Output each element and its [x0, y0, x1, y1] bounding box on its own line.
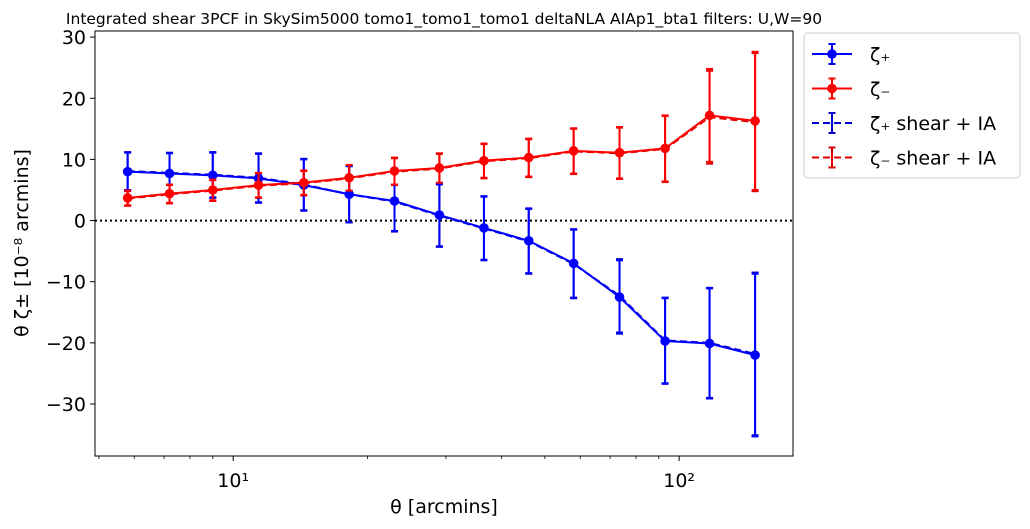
data-point-0-1	[164, 168, 175, 179]
legend-entry-0: ζ₊	[812, 43, 890, 66]
legend-label-0: ζ₊	[870, 44, 890, 66]
data-point-1-11	[614, 147, 625, 158]
data-point-1-8	[479, 155, 489, 166]
data-point-0-14	[750, 350, 760, 360]
series-0	[122, 151, 760, 438]
series-line-3	[127, 116, 756, 200]
data-point-1-9	[523, 152, 534, 163]
data-point-1-3	[253, 180, 264, 190]
chart-title: Integrated shear 3PCF in SkySim5000 tomo…	[66, 10, 822, 29]
data-point-1-13	[704, 110, 715, 121]
data-point-0-10	[568, 258, 579, 269]
data-point-1-12	[660, 143, 670, 154]
y-tick-label-1: −20	[46, 333, 86, 355]
legend-marker-0	[827, 49, 837, 59]
data-point-0-7	[434, 210, 445, 220]
plot-area	[95, 50, 793, 438]
legend: ζ₊ ζ₋ ζ₊ shear + IA ζ₋ shear + IA	[803, 32, 1021, 179]
plot-frame	[94, 30, 794, 457]
x-tick-label-0: 10¹	[217, 470, 249, 492]
data-point-1-7	[434, 163, 445, 173]
data-point-1-5	[344, 172, 354, 183]
data-point-0-12	[660, 336, 670, 346]
legend-entry-1: ζ₋	[812, 77, 890, 101]
series-line-1	[127, 114, 756, 199]
y-tick-label-4: 10	[62, 149, 86, 171]
legend-label-2: ζ₊ shear + IA	[870, 113, 996, 135]
data-point-1-1	[164, 188, 175, 199]
data-point-1-14	[750, 116, 760, 126]
data-point-0-6	[389, 196, 400, 206]
y-tick-label-0: −30	[46, 394, 86, 416]
y-tick-label-2: −10	[46, 272, 86, 294]
data-point-0-9	[523, 235, 534, 246]
data-point-0-0	[122, 166, 133, 177]
data-point-0-5	[344, 189, 354, 200]
y-tick-label-6: 30	[62, 27, 86, 49]
series-2	[124, 151, 759, 437]
legend-marker-1	[827, 83, 837, 94]
legend-label-3: ζ₋ shear + IA	[870, 148, 996, 170]
legend-entry-2: ζ₊ shear + IA	[812, 112, 996, 135]
data-point-0-13	[704, 338, 715, 349]
data-point-0-2	[207, 170, 218, 181]
data-point-1-4	[298, 177, 309, 188]
plot-content	[95, 50, 793, 438]
y-axis-label: θ ζ± [10⁻⁸ arcmins]	[11, 149, 33, 337]
data-point-1-6	[389, 166, 400, 176]
series-1	[122, 50, 760, 207]
x-axis-label: θ [arcmins]	[390, 496, 498, 518]
data-point-1-0	[122, 193, 133, 203]
y-tick-label-3: 0	[74, 211, 86, 233]
data-point-1-2	[207, 185, 218, 195]
legend-label-1: ζ₋	[870, 79, 890, 101]
x-tick-label-1: 10²	[663, 470, 695, 492]
series-line-0	[127, 170, 756, 357]
y-tick-label-5: 20	[62, 88, 86, 110]
series-line-2	[127, 170, 756, 355]
legend-box	[803, 32, 1021, 179]
legend-entry-3: ζ₋ shear + IA	[812, 146, 996, 170]
data-point-1-10	[568, 146, 579, 156]
data-point-0-8	[479, 223, 489, 233]
axis-ticks: −30 −20 −10 0 10 20 30 10¹ 10²	[46, 27, 695, 492]
data-point-0-11	[614, 292, 625, 302]
